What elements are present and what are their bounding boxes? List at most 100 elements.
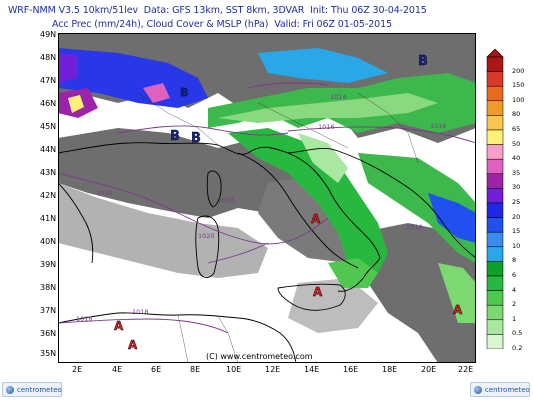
coastline-sardinia [195,215,220,279]
centrometeo-logo-left: centrometeo [2,382,62,397]
lat-label: 49N [40,30,57,39]
lon-label: 18E [382,365,398,374]
colorbar-value-label: 0.2 [512,344,523,352]
centrometeo-logo-right: centrometeo [470,382,530,397]
precip-greece-light [438,263,476,323]
colorbar-swatch [486,71,504,87]
colorbar-value-label: 25 [512,198,521,206]
colorbar-value-label: 80 [512,110,521,119]
precip-yellow-core [68,95,84,113]
colorbar-swatch [486,56,504,72]
colorbar-swatch [486,334,504,349]
lat-label: 45N [40,122,57,131]
lat-label: 36N [40,329,57,338]
precip-italy-light [298,133,348,183]
low-pressure-center: B [191,131,201,146]
colorbar-value-label: 100 [512,95,525,104]
precipitation-colorbar [486,49,504,349]
colorbar-swatch [486,144,504,160]
coastline-africa [58,312,297,363]
colorbar-swatch [486,319,504,335]
colorbar-value-label: 0.5 [512,329,523,338]
isobar-label: 1018 [76,315,93,323]
colorbar-swatch [486,231,504,248]
low-pressure-center: B [170,129,180,144]
precip-sicily-green [328,258,378,288]
cloud-cover-southeast [358,223,476,363]
colorbar-swatch [486,246,504,262]
lat-label: 47N [40,76,57,85]
lat-label: 46N [40,99,57,108]
lon-label: 4E [112,365,123,374]
precip-balkans-blue [428,193,476,243]
precip-swiss-purple [58,53,78,83]
lat-label: 42N [40,191,57,200]
colorbar-value-label: 20 [512,212,521,221]
weather-map: 1016 1016 1014 1014 1018 1018 1018 1020 … [58,33,476,363]
precip-lightblue-east [258,48,388,83]
colorbar-swatch [486,202,504,218]
cloud-cover-light-south [288,278,378,333]
colorbar-value-label: 6 [512,271,517,279]
lon-label: 8E [190,365,201,374]
lon-label: 16E [343,365,359,374]
precip-italy-green [228,128,388,283]
colorbar-swatch [486,304,504,321]
colorbar-swatch [486,290,504,306]
lon-label: 20E [421,365,437,374]
colorbar-value-label: 30 [512,183,521,192]
low-pressure-center: B [180,86,188,99]
colorbar-value-label: 4 [512,285,517,294]
precip-swiss-blue [58,48,208,108]
precip-pink-patch [143,83,170,103]
header-line-1: WRF-NMM V3.5 10km/51lev Data: GFS 13km, … [8,5,427,16]
colorbar-swatch [486,115,504,131]
isobar-label: 1016 [430,122,447,130]
lat-label: 44N [40,145,57,154]
lon-label: 22E [458,365,474,374]
lon-label: 10E [226,365,242,374]
isobar-label: 1018 [132,308,149,316]
colorbar-swatch [486,261,504,277]
lon-label: 2E [72,365,83,374]
high-pressure-center: A [311,212,321,226]
colorbar-value-label: 65 [512,125,521,133]
isobar-label: 1020 [198,232,215,240]
colorbar-value-label: 200 [512,66,525,75]
precip-alps-lightgreen [218,93,438,123]
coastline-sicily [277,283,346,311]
high-pressure-center: A [313,285,323,299]
isobar-label: 1014 [406,223,423,231]
colorbar-swatch [486,158,504,175]
colorbar-value-label: 50 [512,139,521,148]
colorbar-swatch [486,129,504,145]
lat-label: 43N [40,168,57,177]
lat-label: 40N [40,237,57,246]
borders [137,92,419,363]
colorbar-swatch [486,100,504,116]
lat-label: 41N [40,214,57,223]
low-pressure-center: B [418,54,428,69]
colorbar-value-label: 1 [512,314,517,323]
colorbar-value-label: 15 [512,227,521,236]
colorbar-value-label: 2 [512,300,517,309]
colorbar-swatch [486,173,504,189]
colorbar-value-label: 35 [512,168,521,177]
isobar-label: 1018 [218,196,235,204]
header-line-2: Acc Prec (mm/24h), Cloud Cover & MSLP (h… [52,19,392,30]
colorbar-value-label: 8 [512,256,517,265]
colorbar-value-label: 10 [512,241,521,250]
isobars [58,82,476,334]
high-pressure-center: A [114,319,124,333]
footer-bar [0,378,533,400]
colorbar-swatch [486,188,504,204]
lat-label: 38N [40,283,57,292]
isobar-label: 1014 [330,93,347,101]
map-watermark: (C) www.centrometeo.com [206,352,313,361]
lat-label: 39N [40,260,57,269]
coastline-corsica [206,170,222,208]
map-frame [58,33,476,363]
cloud-cover-light [58,183,268,278]
lat-label: 48N [40,53,57,62]
lon-label: 14E [304,365,320,374]
